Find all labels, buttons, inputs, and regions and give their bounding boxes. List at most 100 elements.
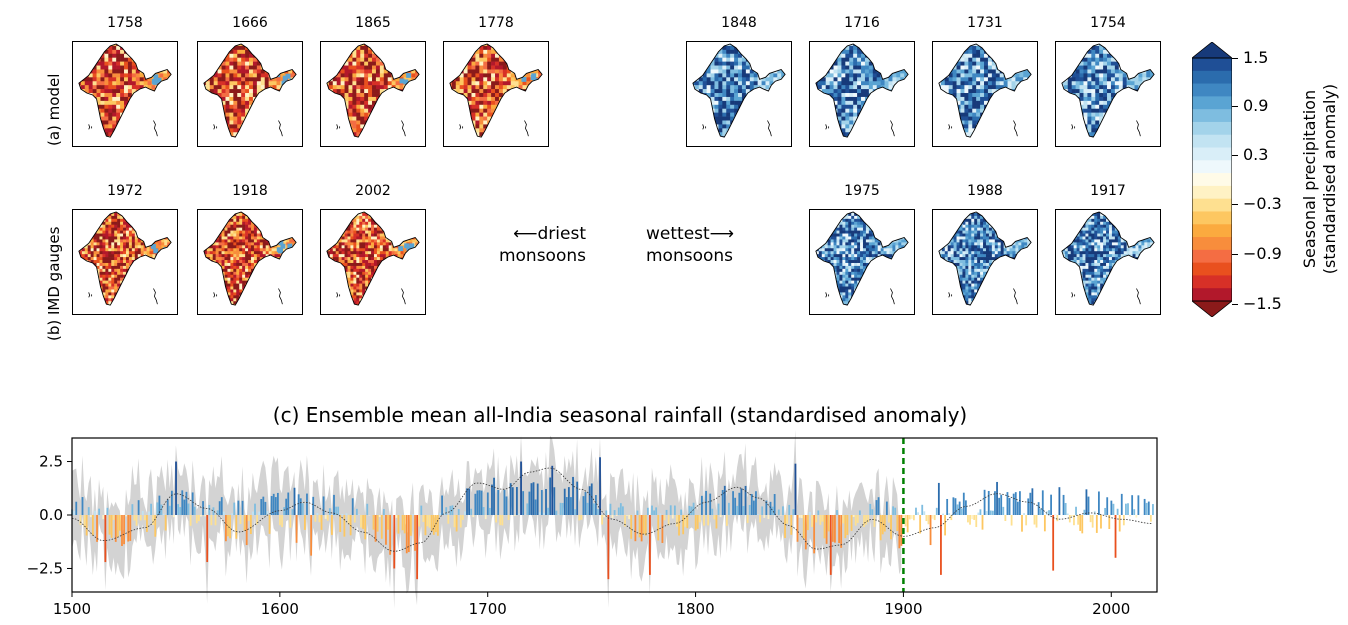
rainfall-bar (331, 515, 333, 535)
rainfall-bar (160, 504, 163, 515)
colorbar-segment (1192, 121, 1232, 136)
rainfall-bar (1058, 487, 1061, 515)
rainfall-bar (520, 461, 522, 515)
rainfall-bar (746, 515, 749, 523)
rainfall-bar (565, 497, 568, 515)
rainfall-bar (856, 515, 859, 523)
rainfall-bar (285, 498, 288, 515)
rainfall-bar (773, 494, 776, 515)
rainfall-bar (1010, 515, 1013, 526)
rainfall-bar (459, 515, 462, 528)
rainfall-bar (813, 515, 816, 554)
rainfall-bar (347, 515, 350, 525)
rainfall-bar (1004, 515, 1007, 521)
rainfall-bar (605, 510, 608, 515)
rainfall-bar (958, 501, 961, 515)
colorbar-tick-label: 1.5 (1243, 48, 1269, 67)
rainfall-bar (536, 483, 539, 515)
rainfall-bar (875, 500, 878, 515)
rainfall-bar (1052, 515, 1055, 571)
rainfall-bar (707, 515, 710, 526)
colorbar-segment (1192, 58, 1232, 72)
rainfall-bar (1056, 515, 1059, 522)
rainfall-bar (133, 515, 136, 521)
rainfall-bar (116, 515, 119, 538)
colorbar-tick-label: 0.3 (1243, 145, 1269, 164)
rainfall-bar (917, 512, 919, 515)
rainfall-bar (921, 504, 924, 515)
rainfall-bar (146, 515, 148, 532)
rainfall-bar (987, 490, 990, 515)
rainfall-bar (690, 506, 693, 515)
rainfall-bar (667, 515, 670, 526)
rainfall-bar (1145, 502, 1148, 515)
colorbar-segment (1192, 275, 1232, 289)
rainfall-bar (474, 493, 477, 515)
rainfall-bar (1014, 492, 1017, 515)
rainfall-bar (1035, 515, 1038, 528)
smoothed-curve (71, 467, 1153, 552)
rainfall-bar (486, 492, 489, 515)
colorbar-tick-mark (1232, 155, 1238, 156)
rainfall-bar (534, 499, 537, 515)
rainfall-bar (507, 515, 510, 521)
rainfall-bar (732, 491, 734, 515)
rainfall-bar (1091, 515, 1094, 528)
rainfall-bar (1002, 506, 1005, 515)
rainfall-bar (108, 515, 111, 535)
rainfall-bar (437, 515, 439, 536)
rainfall-bar (603, 515, 606, 518)
rainfall-bar (711, 508, 714, 515)
rainfall-bar (567, 487, 570, 515)
rainfall-bar (975, 515, 978, 528)
rainfall-bar (684, 515, 687, 527)
rainfall-bar (222, 511, 225, 515)
rainfall-bar (964, 500, 967, 515)
map-year-label: 1758 (107, 15, 143, 31)
rainfall-bar (580, 515, 583, 520)
colorbar-tick-label: −0.3 (1243, 194, 1282, 213)
rainfall-bar (547, 507, 549, 515)
rainfall-bar (748, 504, 751, 515)
rainfall-bar (168, 505, 171, 515)
rainfall-bar (229, 515, 231, 539)
rainfall-bar (788, 504, 791, 515)
rainfall-bar (372, 515, 375, 530)
india-map-dry-1972 (72, 209, 178, 315)
rainfall-bar (698, 515, 701, 523)
rainfall-bar (590, 483, 593, 515)
rainfall-bar (969, 515, 971, 525)
rainfall-bar (804, 515, 807, 550)
rainfall-bar (967, 515, 969, 523)
rainfall-bar (977, 512, 980, 515)
rainfall-bar (283, 507, 286, 515)
rainfall-bar (827, 515, 830, 532)
rainfall-bar (1039, 508, 1042, 515)
rainfall-bar (538, 512, 541, 515)
rainfall-bar (796, 515, 799, 542)
colorbar-segment (1192, 109, 1232, 123)
rainfall-bar (200, 515, 202, 517)
rainfall-bar (337, 506, 340, 515)
rainfall-bar (532, 482, 535, 515)
rainfall-bar (931, 515, 934, 519)
rainfall-bar (584, 492, 587, 515)
rainfall-bar (272, 493, 275, 515)
rainfall-bar (842, 515, 845, 524)
india-map-wet-1754 (1055, 41, 1161, 147)
rainfall-bar (106, 507, 109, 515)
colorbar-tick-mark (1232, 304, 1238, 305)
colorbar-label-line1: Seasonal precipitation (1300, 89, 1319, 269)
colorbar-label: Seasonal precipitation (standardised ano… (1300, 54, 1340, 304)
rainfall-bar (611, 515, 614, 518)
rainfall-bar (195, 515, 198, 524)
rainfall-bar (476, 490, 479, 515)
rainfall-bar (1085, 489, 1088, 515)
rainfall-bar (447, 515, 450, 524)
rainfall-bar (767, 515, 770, 520)
rainfall-bar (869, 503, 872, 515)
rainfall-bar (998, 497, 1001, 515)
rainfall-bar (867, 515, 870, 523)
rainfall-bar (578, 515, 581, 521)
rainfall-bar (530, 483, 533, 515)
